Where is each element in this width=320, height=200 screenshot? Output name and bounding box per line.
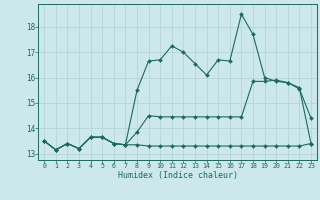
X-axis label: Humidex (Indice chaleur): Humidex (Indice chaleur) (118, 171, 238, 180)
